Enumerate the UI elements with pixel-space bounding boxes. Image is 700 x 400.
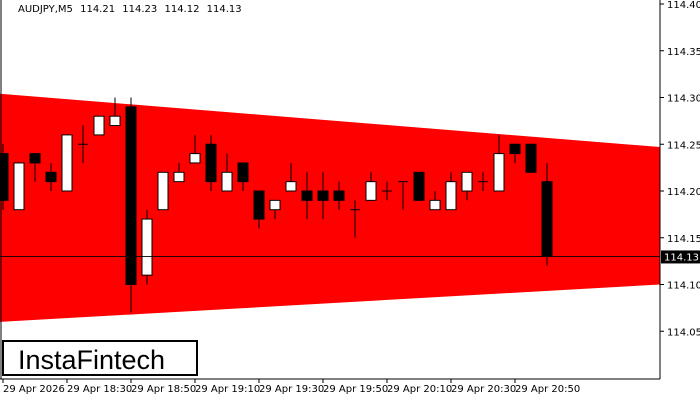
candle (221, 153, 233, 192)
candle-body (301, 190, 313, 201)
candle-body (109, 115, 121, 127)
candle-body (333, 190, 345, 201)
low-value: 114.12 (164, 4, 200, 15)
candle (93, 115, 105, 136)
candle-body (445, 181, 457, 211)
y-tick-label: 114.20 (667, 187, 700, 198)
y-tick-label: 114.05 (667, 327, 700, 338)
candle (13, 162, 25, 211)
x-tick-label: 29 Apr 19:30 (259, 384, 324, 395)
candle-body (221, 171, 233, 192)
symbol: AUDJPY,M5 (18, 4, 73, 15)
candle (109, 97, 121, 127)
candle (29, 153, 41, 182)
candle-body (285, 181, 297, 192)
y-tick-label: 114.15 (667, 234, 700, 245)
x-tick-label: 29 Apr 2026 (3, 384, 65, 395)
current-price-label: 114.13 (664, 252, 699, 263)
candle (157, 171, 169, 211)
close-value: 114.13 (206, 4, 242, 15)
candle (461, 171, 473, 201)
y-tick-label: 114.35 (667, 47, 700, 58)
high-value: 114.23 (122, 4, 158, 15)
y-tick-label: 114.30 (667, 94, 700, 105)
candle (525, 143, 537, 173)
candle (253, 190, 265, 229)
x-tick-label: 29 Apr 18:50 (131, 384, 196, 395)
y-tick-label: 114.10 (667, 281, 700, 292)
candle (493, 134, 505, 192)
candle-body (205, 143, 217, 183)
candle-body (269, 199, 281, 211)
candle-body (541, 181, 553, 257)
candle-body (0, 153, 9, 201)
candle-body (237, 162, 249, 183)
candle-body (13, 162, 25, 211)
candle (478, 172, 488, 191)
candle-body (189, 153, 201, 164)
candle (413, 171, 425, 201)
candle-body (253, 190, 265, 220)
candle-body (173, 171, 185, 183)
candle (350, 200, 360, 238)
candle (429, 191, 441, 211)
x-tick-label: 29 Apr 20:10 (387, 384, 452, 395)
candle (125, 97, 137, 313)
candle (78, 125, 88, 163)
y-tick-label: 114.40 (667, 0, 700, 11)
open-value: 114.21 (80, 4, 116, 15)
candle (45, 162, 57, 191)
candle-body (317, 190, 329, 201)
chart-title: AUDJPY,M5 114.21 114.23 114.12 114.13 (18, 4, 246, 15)
candle (173, 162, 185, 183)
candle-body (125, 106, 137, 285)
candle (301, 172, 313, 220)
candle-body (29, 153, 41, 164)
candle (189, 134, 201, 164)
candle-body (93, 115, 105, 136)
candle (333, 181, 345, 210)
candle-body (365, 181, 377, 201)
candle-body (461, 171, 473, 192)
candle-body (45, 171, 57, 183)
x-tick-label: 29 Apr 20:50 (515, 384, 580, 395)
x-tick-label: 29 Apr 19:10 (195, 384, 260, 395)
candle (285, 162, 297, 192)
candle (237, 162, 249, 191)
triangle-pattern (0, 93, 660, 322)
candle-body (141, 218, 153, 276)
candle (398, 181, 408, 210)
candle-body (413, 171, 425, 201)
candle (509, 143, 521, 163)
candle (0, 144, 9, 210)
candle (61, 134, 73, 192)
candle-body (525, 143, 537, 173)
candle-body (429, 199, 441, 211)
x-tick-label: 29 Apr 18:30 (67, 384, 132, 395)
candle-body (157, 171, 169, 211)
x-tick-label: 29 Apr 20:30 (451, 384, 516, 395)
current-price-badge (661, 250, 700, 264)
candle-body (509, 143, 521, 155)
candle-body (493, 153, 505, 192)
candle (365, 172, 377, 201)
y-tick-label: 114.25 (667, 140, 700, 151)
candle-body (61, 134, 73, 192)
instafintech-logo: InstaFintech (2, 340, 198, 376)
candle (317, 172, 329, 220)
candle (382, 181, 392, 201)
candle (205, 134, 217, 191)
candle (141, 209, 153, 285)
candle (269, 199, 281, 220)
candle (445, 172, 457, 211)
x-tick-label: 29 Apr 19:50 (323, 384, 388, 395)
